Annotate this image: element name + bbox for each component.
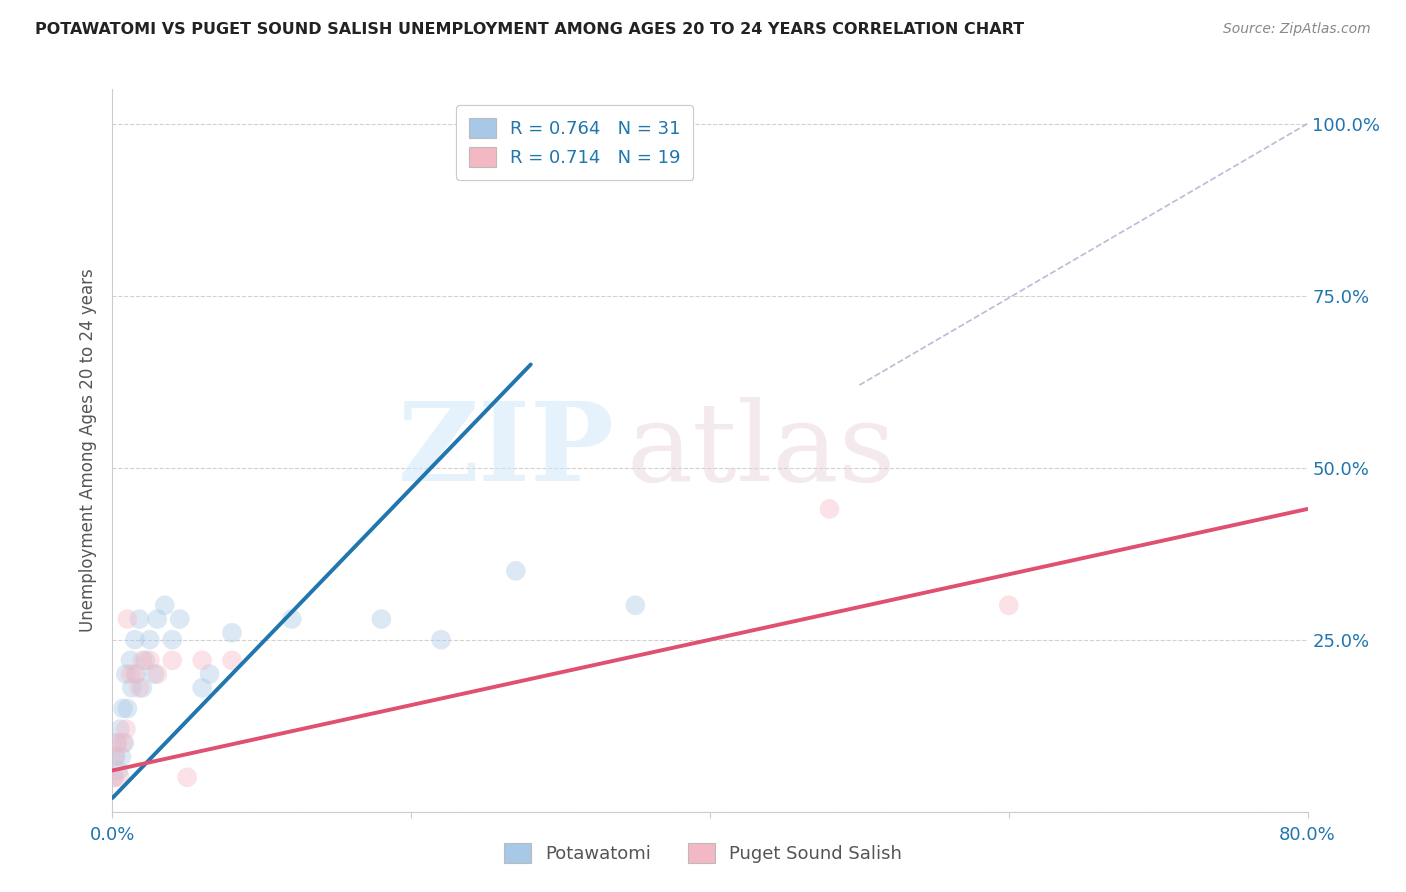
Legend: Potawatomi, Puget Sound Salish: Potawatomi, Puget Sound Salish: [494, 832, 912, 874]
Point: [128, 612, 150, 626]
Point: [103, 770, 125, 784]
Point: [125, 667, 148, 681]
Point: [121, 681, 143, 695]
Point: [111, 701, 134, 715]
Point: [131, 681, 153, 695]
Point: [114, 736, 135, 750]
Point: [162, 632, 183, 647]
Point: [221, 625, 243, 640]
Legend: R = 0.764   N = 31, R = 0.714   N = 19: R = 0.764 N = 31, R = 0.714 N = 19: [456, 105, 693, 179]
Point: [162, 653, 183, 667]
Point: [104, 749, 127, 764]
Point: [124, 632, 146, 647]
Point: [191, 681, 214, 695]
Point: [998, 599, 1021, 613]
Text: atlas: atlas: [627, 397, 896, 504]
Point: [105, 736, 128, 750]
Point: [624, 599, 647, 613]
Point: [146, 667, 169, 681]
Point: [818, 502, 841, 516]
Point: [153, 599, 176, 613]
Text: POTAWATOMI VS PUGET SOUND SALISH UNEMPLOYMENT AMONG AGES 20 TO 24 YEARS CORRELAT: POTAWATOMI VS PUGET SOUND SALISH UNEMPLO…: [35, 22, 1025, 37]
Point: [281, 612, 304, 626]
Point: [104, 749, 127, 764]
Point: [430, 632, 453, 647]
Point: [221, 653, 243, 667]
Point: [115, 667, 138, 681]
Point: [124, 667, 146, 681]
Point: [111, 736, 134, 750]
Point: [117, 612, 139, 626]
Point: [131, 653, 153, 667]
Point: [115, 722, 138, 736]
Point: [128, 681, 150, 695]
Point: [108, 770, 131, 784]
Point: [105, 736, 128, 750]
Point: [139, 653, 162, 667]
Point: [176, 770, 198, 784]
Point: [117, 701, 139, 715]
Text: ZIP: ZIP: [398, 397, 614, 504]
Text: Source: ZipAtlas.com: Source: ZipAtlas.com: [1223, 22, 1371, 37]
Point: [169, 612, 191, 626]
Point: [139, 632, 162, 647]
Point: [370, 612, 392, 626]
Point: [108, 722, 131, 736]
Point: [120, 653, 142, 667]
Point: [134, 653, 156, 667]
Point: [198, 667, 221, 681]
Point: [191, 653, 214, 667]
Point: [143, 667, 166, 681]
Point: [107, 764, 129, 778]
Point: [110, 749, 132, 764]
Point: [146, 612, 169, 626]
Point: [103, 770, 125, 784]
Point: [505, 564, 527, 578]
Point: [120, 667, 142, 681]
Y-axis label: Unemployment Among Ages 20 to 24 years: Unemployment Among Ages 20 to 24 years: [79, 268, 97, 632]
